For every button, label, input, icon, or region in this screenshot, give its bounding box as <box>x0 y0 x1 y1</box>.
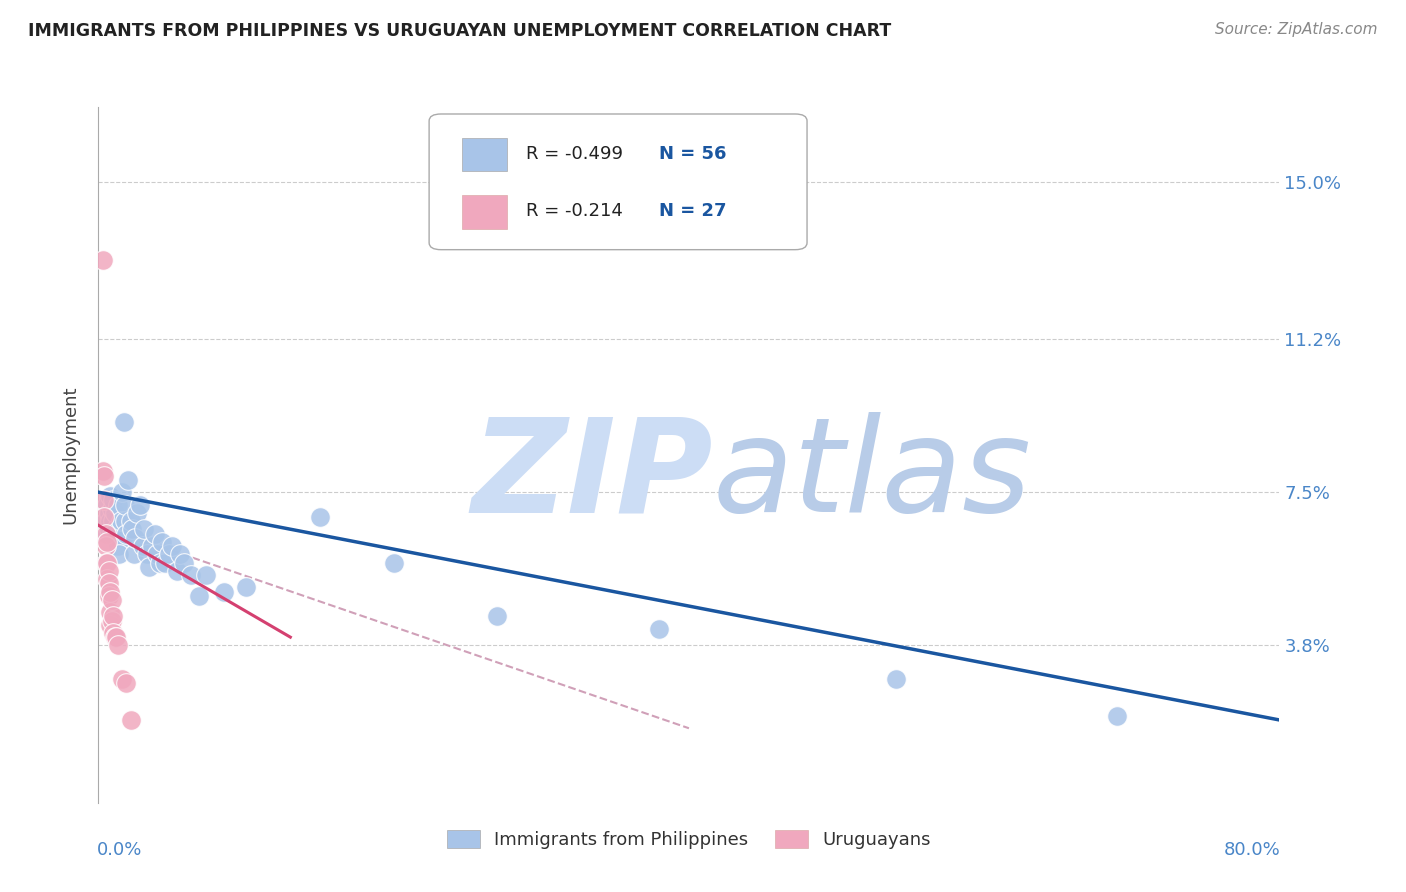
Text: 0.0%: 0.0% <box>97 841 142 859</box>
Point <box>153 556 176 570</box>
Point <box>108 547 131 561</box>
Point <box>169 547 191 561</box>
Point <box>141 539 163 553</box>
Point <box>103 609 125 624</box>
Point <box>105 523 128 537</box>
Text: 80.0%: 80.0% <box>1223 841 1281 859</box>
Point <box>114 498 136 512</box>
Point <box>103 514 125 528</box>
Point <box>195 568 218 582</box>
Point <box>93 468 115 483</box>
Bar <box>463 195 508 229</box>
Text: N = 56: N = 56 <box>659 145 727 163</box>
Point <box>96 498 118 512</box>
Point <box>93 493 115 508</box>
Point <box>138 559 160 574</box>
Point <box>104 531 127 545</box>
Point <box>103 493 125 508</box>
Point <box>107 639 129 653</box>
Point <box>104 506 127 520</box>
Point <box>94 514 117 528</box>
Point <box>100 526 122 541</box>
FancyBboxPatch shape <box>429 114 807 250</box>
Point <box>97 523 120 537</box>
Point <box>187 589 209 603</box>
Text: atlas: atlas <box>713 412 1032 540</box>
Point <box>1105 708 1128 723</box>
Point <box>100 614 122 628</box>
Point <box>134 523 156 537</box>
Bar <box>463 137 508 171</box>
Point <box>648 622 671 636</box>
Point <box>94 526 117 541</box>
Point <box>117 473 139 487</box>
Point <box>146 547 169 561</box>
Point <box>98 605 121 619</box>
Text: IMMIGRANTS FROM PHILIPPINES VS URUGUAYAN UNEMPLOYMENT CORRELATION CHART: IMMIGRANTS FROM PHILIPPINES VS URUGUAYAN… <box>28 22 891 40</box>
Point <box>105 630 128 644</box>
Point <box>115 526 138 541</box>
Point <box>107 498 129 512</box>
Point <box>93 510 115 524</box>
Point <box>121 523 143 537</box>
Point <box>100 592 122 607</box>
Point <box>94 539 117 553</box>
Point <box>96 526 118 541</box>
Point <box>162 539 183 553</box>
Point <box>110 514 132 528</box>
Point <box>173 556 195 570</box>
Point <box>120 713 142 727</box>
Point <box>112 415 135 429</box>
Point <box>98 617 121 632</box>
Point <box>98 514 121 528</box>
Point <box>94 556 117 570</box>
Point <box>124 531 146 545</box>
Point <box>136 547 159 561</box>
Point <box>97 576 120 591</box>
Point <box>143 526 166 541</box>
Point <box>97 506 120 520</box>
Point <box>115 675 138 690</box>
Text: ZIP: ZIP <box>471 412 713 540</box>
Point <box>149 556 172 570</box>
Y-axis label: Unemployment: Unemployment <box>62 385 80 524</box>
Point <box>96 535 118 549</box>
Point <box>107 539 129 553</box>
Point <box>97 564 120 578</box>
Point <box>120 514 142 528</box>
Point <box>100 501 122 516</box>
Point <box>91 465 114 479</box>
Text: N = 27: N = 27 <box>659 202 727 220</box>
Point <box>486 609 509 624</box>
Point <box>884 672 907 686</box>
Point <box>111 485 134 500</box>
Point <box>97 589 120 603</box>
Point <box>235 581 257 595</box>
Point <box>132 539 155 553</box>
Point <box>382 556 405 570</box>
Point <box>91 253 114 268</box>
Legend: Immigrants from Philippines, Uruguayans: Immigrants from Philippines, Uruguayans <box>440 822 938 856</box>
Text: Source: ZipAtlas.com: Source: ZipAtlas.com <box>1215 22 1378 37</box>
Point <box>125 506 148 520</box>
Point <box>111 672 134 686</box>
Point <box>157 547 180 561</box>
Text: R = -0.214: R = -0.214 <box>526 202 623 220</box>
Point <box>212 584 235 599</box>
Point <box>128 498 150 512</box>
Point <box>98 489 121 503</box>
Point <box>309 510 332 524</box>
Text: R = -0.499: R = -0.499 <box>526 145 623 163</box>
Point <box>98 584 121 599</box>
Point <box>114 514 136 528</box>
Point <box>180 568 202 582</box>
Point <box>150 535 173 549</box>
Point <box>104 630 127 644</box>
Point <box>166 564 188 578</box>
Point <box>122 547 145 561</box>
Point <box>103 626 125 640</box>
Point <box>96 556 118 570</box>
Point <box>96 572 118 586</box>
